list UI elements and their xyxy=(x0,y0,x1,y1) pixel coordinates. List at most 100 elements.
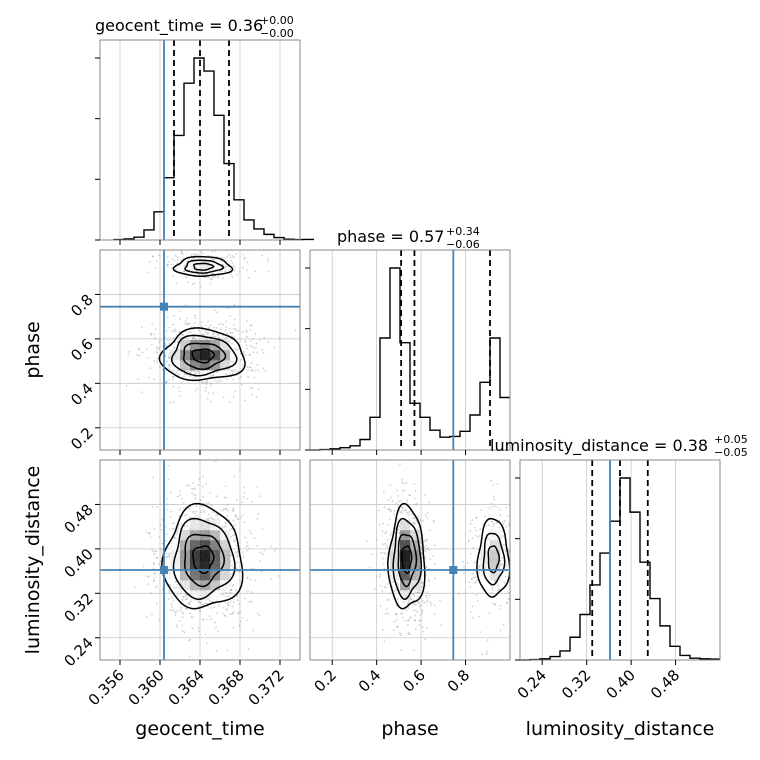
sample-point xyxy=(232,626,235,629)
sample-point xyxy=(210,400,212,403)
sample-point xyxy=(137,378,139,380)
sample-point xyxy=(187,323,189,326)
sample-point xyxy=(153,579,155,582)
sample-point xyxy=(439,599,441,602)
xtick-label-geocent-time-1: 0.360 xyxy=(125,666,168,709)
sample-point xyxy=(155,556,158,559)
sample-point xyxy=(177,495,179,498)
sample-point xyxy=(186,598,188,600)
sample-point xyxy=(230,360,233,363)
sample-point xyxy=(167,555,169,558)
sample-point xyxy=(175,268,178,271)
sample-point xyxy=(381,590,384,592)
density-cell xyxy=(200,340,211,351)
sample-point xyxy=(165,556,168,559)
sample-point xyxy=(241,551,244,553)
sample-point xyxy=(233,475,236,478)
sample-point xyxy=(231,275,234,278)
sample-point xyxy=(210,382,213,385)
sample-point xyxy=(514,566,516,568)
sample-point xyxy=(183,631,186,634)
sample-point xyxy=(491,586,494,589)
sample-point xyxy=(172,274,175,277)
sample-point xyxy=(386,583,389,585)
sample-point xyxy=(168,589,171,592)
sample-point xyxy=(172,346,175,348)
xtick-label-phase-1: 0.4 xyxy=(355,666,385,696)
sample-point xyxy=(478,565,481,568)
density-cell xyxy=(400,520,411,531)
sample-point xyxy=(138,347,141,350)
sample-point xyxy=(215,326,218,329)
sample-point xyxy=(186,317,189,320)
sample-point xyxy=(408,600,411,603)
sample-point xyxy=(365,540,368,543)
sample-point xyxy=(151,255,154,258)
sample-point xyxy=(235,370,238,372)
sample-point xyxy=(236,518,239,521)
sample-point xyxy=(389,496,392,499)
density-cell xyxy=(210,530,221,541)
sample-point xyxy=(247,648,250,651)
sample-point xyxy=(426,512,429,515)
sample-point xyxy=(223,525,226,528)
sample-point xyxy=(505,525,508,528)
sample-point xyxy=(392,629,395,632)
sample-point xyxy=(246,619,249,622)
sample-point xyxy=(229,600,232,603)
sample-point xyxy=(413,619,416,621)
sample-point xyxy=(401,612,404,615)
density-cell xyxy=(490,570,501,581)
sample-point xyxy=(176,610,179,613)
title-geocent-time: geocent_time = 0.36 xyxy=(95,16,263,36)
density-cell xyxy=(490,560,501,571)
sample-point xyxy=(241,331,244,333)
sample-point xyxy=(428,594,431,597)
sample-point xyxy=(203,511,205,514)
sample-point xyxy=(488,507,491,509)
sample-point xyxy=(505,506,508,509)
sample-point xyxy=(231,372,234,375)
sample-point xyxy=(210,375,213,377)
density-cell xyxy=(410,560,421,571)
sample-point xyxy=(197,600,199,603)
sample-point xyxy=(155,351,158,354)
sample-point xyxy=(395,588,398,591)
sample-point xyxy=(270,578,273,580)
sample-point xyxy=(205,386,207,389)
sample-point xyxy=(165,533,168,535)
sample-point xyxy=(246,498,249,500)
ytick-label-phase-3: 0.8 xyxy=(67,291,97,321)
sample-point xyxy=(231,262,234,264)
sample-point xyxy=(155,260,158,262)
sample-point xyxy=(257,513,260,516)
sample-point xyxy=(233,336,235,339)
sample-point xyxy=(471,577,473,580)
sample-point xyxy=(172,401,175,403)
sample-point xyxy=(421,586,424,589)
sample-point xyxy=(207,513,210,516)
ytick-label-phase-2: 0.6 xyxy=(67,335,97,365)
sample-point xyxy=(153,572,156,575)
sample-point xyxy=(194,487,196,490)
density-cell xyxy=(220,340,231,351)
sample-point xyxy=(413,592,416,595)
sample-point xyxy=(216,276,219,279)
sample-point xyxy=(238,623,241,626)
sample-point xyxy=(168,363,171,366)
sample-point xyxy=(414,609,417,612)
sample-point xyxy=(402,490,404,492)
sample-point xyxy=(515,520,517,522)
sample-point xyxy=(500,563,502,566)
sample-point xyxy=(240,501,243,504)
sample-point xyxy=(414,628,417,631)
sample-point xyxy=(207,517,210,520)
sample-point xyxy=(384,532,386,535)
sample-point xyxy=(500,559,502,562)
sample-point xyxy=(418,605,421,608)
sample-point xyxy=(154,337,156,339)
sample-point xyxy=(421,581,424,584)
sample-point xyxy=(185,373,188,376)
sample-point xyxy=(172,528,175,530)
xtick-label-luminosity-distance-1: 0.32 xyxy=(558,666,594,702)
